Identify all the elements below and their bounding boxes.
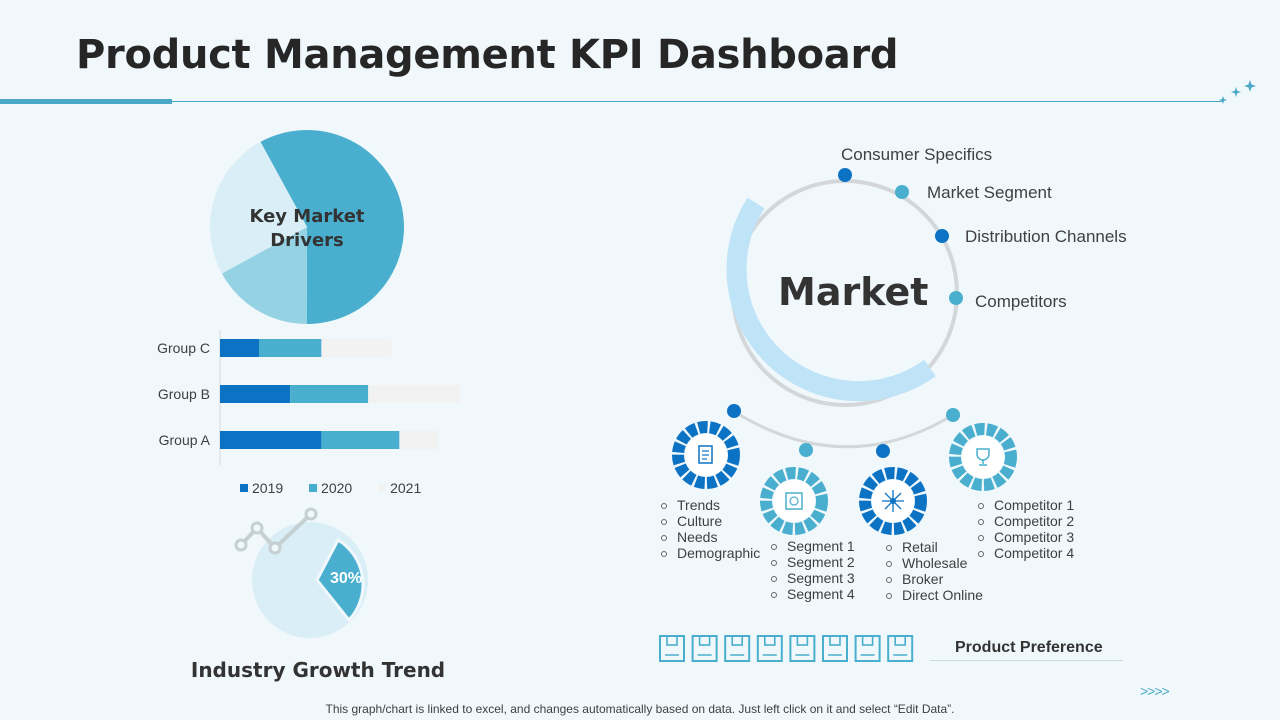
list-item: Segment 3 [769, 570, 855, 586]
product-preference-label: Product Preference [955, 639, 1103, 656]
node-competitors [949, 291, 963, 305]
list-item: Wholesale [884, 555, 983, 571]
list-competitors: Competitor 1 Competitor 2 Competitor 3 C… [976, 497, 1074, 561]
box-icon [854, 635, 881, 662]
legend-swatch [378, 484, 387, 493]
box-icon [724, 635, 751, 662]
market-item-competitors: Competitors [975, 292, 1067, 311]
calendar-icon [760, 467, 828, 535]
header-accent-bar [0, 99, 172, 104]
list-item: Culture [659, 513, 760, 529]
legend-swatch [240, 484, 248, 493]
list-item: Broker [884, 571, 983, 587]
box-icon [789, 635, 816, 662]
network-icon [859, 467, 927, 535]
legend-item-2019: 2019 [240, 480, 283, 496]
pie-label-line1: Key Market [249, 206, 365, 227]
node-link-4 [946, 408, 960, 422]
list-item: Segment 4 [769, 586, 855, 602]
key-market-drivers-pie[interactable] [200, 120, 415, 335]
bar-group-b-2021[interactable] [368, 385, 460, 403]
legend-swatch [309, 484, 318, 493]
trophy-icon [949, 423, 1017, 491]
growth-title: Industry Growth Trend [190, 658, 446, 682]
box-icon [887, 635, 914, 662]
list-item: Segment 2 [769, 554, 855, 570]
box-icon [822, 635, 848, 662]
list-consumer-specifics: Trends Culture Needs Demographic [659, 497, 760, 561]
group-bar-chart[interactable]: Group C Group B Group A [140, 330, 460, 470]
list-item: Demographic [659, 545, 760, 561]
market-item-consumer-specifics: Consumer Specifics [841, 145, 993, 164]
legend-label: 2021 [390, 480, 422, 496]
box-icon [691, 635, 718, 662]
pie-label-line2: Drivers [270, 230, 344, 251]
list-item: Competitor 1 [976, 497, 1074, 513]
list-item: Needs [659, 529, 760, 545]
market-item-distribution-channels: Distribution Channels [965, 227, 1127, 246]
bar-group-c-2019[interactable] [220, 339, 259, 357]
header-divider [0, 101, 1222, 102]
bar-group-c-2020[interactable] [259, 339, 322, 357]
page-title: Product Management KPI Dashboard [76, 32, 899, 78]
bar-category-label: Group C [157, 340, 210, 356]
market-label: Market [778, 270, 929, 314]
node-consumer-specifics [838, 168, 852, 182]
list-item: Segment 1 [769, 538, 855, 554]
node-link-3 [876, 444, 890, 458]
market-diagram [726, 168, 963, 458]
chevron-right-icon[interactable]: >>>> [1140, 683, 1170, 699]
box-icon [756, 635, 783, 662]
growth-percent: 30% [330, 570, 363, 587]
document-icon [672, 421, 740, 489]
bar-group-a-2019[interactable] [220, 431, 322, 449]
node-distribution-channels [935, 229, 949, 243]
bar-category-label: Group A [159, 432, 211, 448]
pie-slice-1[interactable] [221, 227, 307, 324]
pie-label: Key Market Drivers [232, 205, 382, 253]
list-market-segment: Segment 1 Segment 2 Segment 3 Segment 4 [769, 538, 855, 602]
bar-group-a-2021[interactable] [399, 431, 439, 449]
bar-group-a-2020[interactable] [321, 431, 400, 449]
node-link-1 [727, 404, 741, 418]
bar-legend: 2019 2020 2021 [240, 480, 421, 496]
node-market-segment [895, 185, 909, 199]
product-preference-divider [930, 660, 1123, 661]
bar-category-label: Group B [158, 386, 210, 402]
list-item: Competitor 3 [976, 529, 1074, 545]
list-item: Competitor 2 [976, 513, 1074, 529]
node-link-2 [799, 443, 813, 457]
bar-group-b-2019[interactable] [220, 385, 291, 403]
list-item: Retail [884, 539, 983, 555]
list-item: Direct Online [884, 587, 983, 603]
legend-label: 2019 [252, 480, 284, 496]
legend-item-2021: 2021 [378, 480, 421, 496]
product-preference-icons [659, 635, 914, 662]
sparkle-icon [1219, 80, 1256, 104]
list-distribution-channels: Retail Wholesale Broker Direct Online [884, 539, 983, 603]
legend-item-2020: 2020 [309, 480, 352, 496]
legend-label: 2020 [321, 480, 353, 496]
industry-growth-graphic [234, 507, 368, 638]
bar-group-b-2020[interactable] [290, 385, 369, 403]
pie-slice-0[interactable] [260, 130, 404, 324]
footer-note: This graph/chart is linked to excel, and… [325, 702, 955, 716]
list-item: Competitor 4 [976, 545, 1074, 561]
market-item-market-segment: Market Segment [927, 183, 1052, 202]
box-icon [659, 635, 685, 662]
bar-group-c-2021[interactable] [321, 339, 392, 357]
list-item: Trends [659, 497, 760, 513]
pie-slice-2[interactable] [210, 141, 307, 274]
